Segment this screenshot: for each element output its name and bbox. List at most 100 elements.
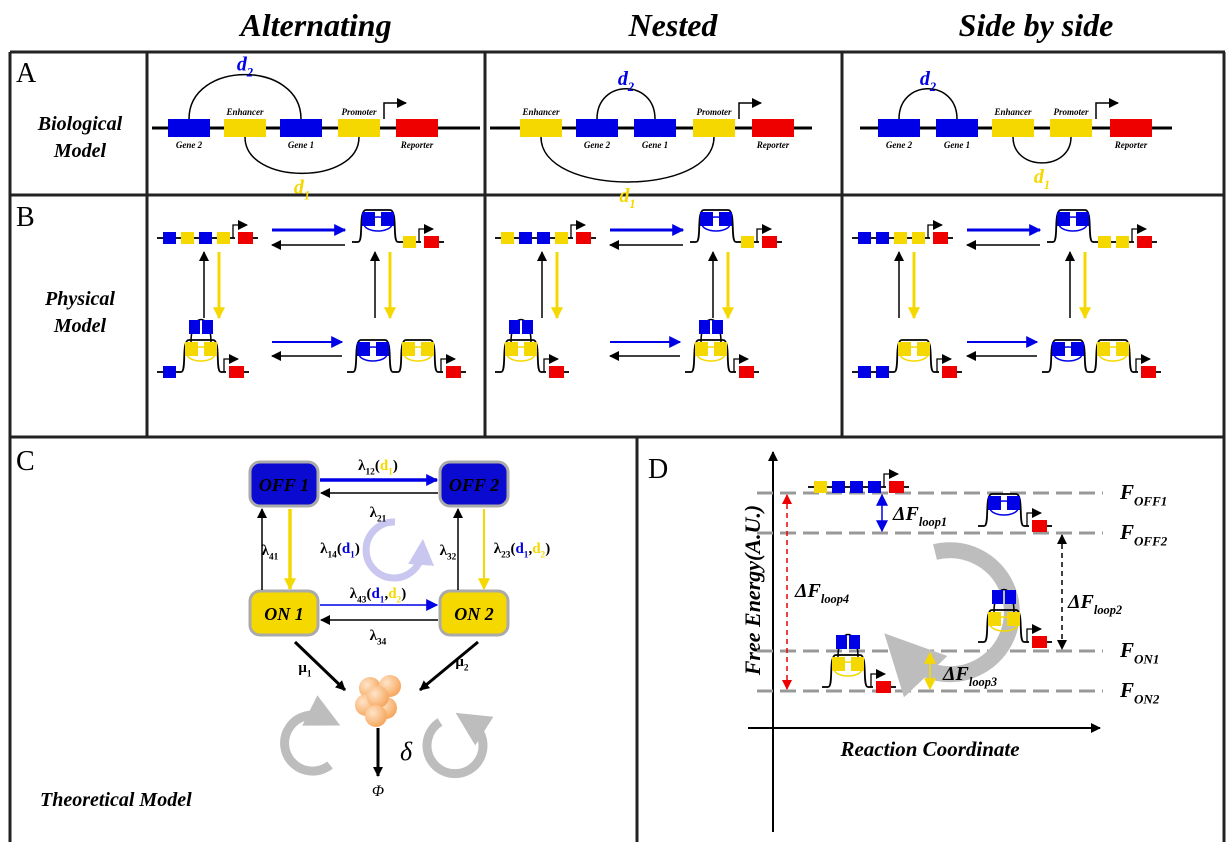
- subscript: 12: [366, 468, 376, 478]
- element-box: [396, 119, 438, 137]
- panel-title: Theoretical Model: [40, 789, 192, 811]
- element-box: [522, 320, 533, 334]
- element-box: [936, 119, 978, 137]
- element-box: [549, 366, 564, 378]
- element-box: [762, 236, 777, 248]
- element-box: [850, 481, 863, 493]
- loop-label: d1: [619, 185, 635, 211]
- element-box: [917, 342, 930, 356]
- element-label: Promoter: [342, 107, 377, 117]
- element-box: [719, 212, 732, 226]
- element-box: [634, 119, 676, 137]
- subscript: OFF1: [1134, 493, 1167, 508]
- element-box: [858, 232, 871, 244]
- element-label: Enhancer: [993, 107, 1032, 117]
- delta-label: ΔFloop1: [892, 503, 947, 529]
- element-box: [1052, 342, 1065, 356]
- element-box: [501, 232, 514, 244]
- element-box: [741, 236, 754, 248]
- element-box: [988, 612, 1001, 626]
- rate-label: λ12(d1): [358, 458, 398, 478]
- subscript: 2: [464, 664, 469, 674]
- element-box: [163, 366, 176, 378]
- element-box: [1116, 342, 1129, 356]
- subscript: 2: [929, 80, 936, 94]
- loop-label: d1: [294, 176, 310, 202]
- subscript: 2: [627, 80, 634, 94]
- element-box: [739, 366, 754, 378]
- element-box: [524, 342, 537, 356]
- subscript: 1: [629, 197, 635, 211]
- state-label: ON 1: [264, 604, 304, 624]
- subscript: ON1: [1134, 651, 1159, 666]
- subscript: 14: [328, 551, 338, 561]
- delta-label: ΔFloop4: [794, 580, 849, 606]
- element-box: [693, 119, 735, 137]
- rate-label: μ1: [298, 660, 312, 680]
- element-label: Gene 1: [642, 140, 668, 150]
- element-box: [403, 236, 416, 248]
- element-box: [858, 366, 871, 378]
- element-box: [424, 236, 439, 248]
- element-box: [1032, 520, 1047, 532]
- subscript: 23: [501, 551, 511, 561]
- label-part: ΔF: [942, 663, 970, 685]
- element-box: [509, 320, 520, 334]
- element-box: [520, 119, 562, 137]
- loop-arc: [1013, 137, 1071, 163]
- element-box: [202, 320, 213, 334]
- subscript: 21: [377, 515, 387, 525]
- subscript: 1: [304, 188, 310, 202]
- element-box: [992, 119, 1034, 137]
- label-part: F: [1119, 520, 1134, 544]
- subscript: loop2: [1094, 603, 1122, 617]
- rate-label: λ41: [262, 543, 279, 563]
- promoter-arrow: [384, 103, 406, 119]
- subscript: loop4: [821, 592, 849, 606]
- element-box: [189, 320, 200, 334]
- label-part: ΔF: [1067, 591, 1095, 613]
- cycle-arrow: [366, 522, 422, 578]
- element-box: [185, 342, 198, 356]
- figure: AlternatingNestedSide by sideABCDBiologi…: [0, 0, 1227, 842]
- element-box: [576, 232, 591, 244]
- element-box: [876, 681, 891, 693]
- element-box: [876, 232, 889, 244]
- rate-label: λ14(d1): [320, 541, 360, 561]
- element-box: [199, 232, 212, 244]
- label-part: F: [1119, 678, 1134, 702]
- subscript: 41: [269, 553, 279, 563]
- element-box: [362, 212, 375, 226]
- subscript: loop1: [919, 515, 947, 529]
- loop-arc: [899, 89, 957, 119]
- subscript: 1: [307, 670, 312, 680]
- loop-label: d1: [1034, 166, 1050, 192]
- delta-label: ΔFloop2: [1067, 591, 1122, 617]
- loop-label: d2: [237, 54, 253, 80]
- element-box: [988, 496, 1001, 510]
- element-box: [832, 481, 845, 493]
- cell: [367, 686, 389, 708]
- element-box: [1057, 212, 1070, 226]
- element-box: [868, 481, 881, 493]
- subscript: 34: [377, 638, 387, 648]
- element-box: [933, 232, 948, 244]
- column-header: Nested: [628, 7, 719, 43]
- element-box: [836, 635, 847, 649]
- cell: [365, 705, 387, 727]
- subscript: 1: [1044, 178, 1050, 192]
- subscript: 43: [357, 596, 367, 606]
- promoter-arrow: [1096, 103, 1118, 119]
- cycle-arrow: [285, 715, 330, 771]
- row-label: Model: [53, 315, 107, 337]
- element-box: [204, 342, 217, 356]
- element-box: [700, 212, 713, 226]
- element-box: [695, 342, 708, 356]
- element-box: [168, 119, 210, 137]
- element-box: [217, 232, 230, 244]
- element-box: [898, 342, 911, 356]
- label-part: ΔF: [892, 503, 920, 525]
- subscript: loop3: [969, 675, 997, 689]
- element-box: [181, 232, 194, 244]
- element-box: [555, 232, 568, 244]
